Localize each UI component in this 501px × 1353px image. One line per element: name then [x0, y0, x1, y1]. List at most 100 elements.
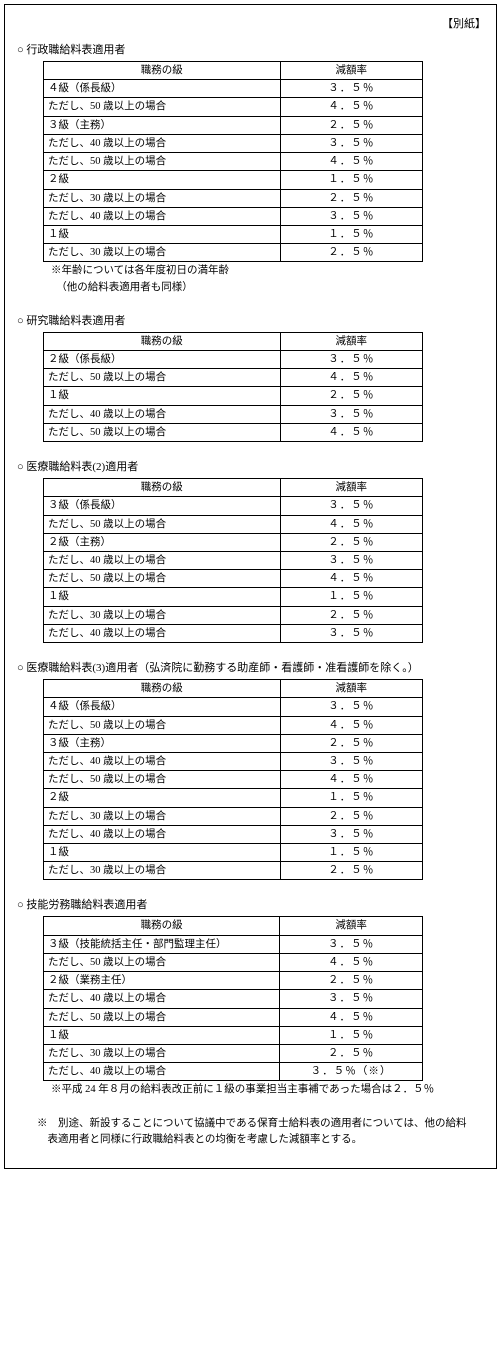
- rate-cell: ２．５％: [280, 862, 422, 880]
- table-row: ただし、30 歳以上の場合２．５％: [44, 606, 423, 624]
- header-rate: 減額率: [280, 479, 422, 497]
- footnote: ※ 別途、新設することについて協議中である保育士給料表の適用者については、他の給…: [37, 1116, 472, 1148]
- table-row: ただし、40 歳以上の場合３．５％: [44, 624, 423, 642]
- table-row: ただし、40 歳以上の場合３．５％: [44, 752, 423, 770]
- rate-cell: ２．５％: [280, 1045, 423, 1063]
- rate-cell: ２．５％: [280, 972, 423, 990]
- grade-label: ２級: [44, 789, 281, 807]
- grade-condition: ただし、40 歳以上の場合: [44, 551, 281, 569]
- salary-table: 職務の級減額率２級（係長級）３．５％ただし、50 歳以上の場合４．５％１級２．５…: [43, 332, 423, 442]
- grade-label: １級: [44, 844, 281, 862]
- grade-condition: ただし、30 歳以上の場合: [44, 862, 281, 880]
- table-row: ４級（係長級）３．５％: [44, 80, 423, 98]
- grade-condition: ただし、40 歳以上の場合: [44, 752, 281, 770]
- grade-label: １級: [44, 1026, 280, 1044]
- section-title: ○ 医療職給料表(2)適用者: [17, 458, 486, 474]
- rate-cell: ４．５％: [280, 515, 422, 533]
- rate-cell: ４．５％: [280, 771, 422, 789]
- grade-label: ３級（技能統括主任・部門監理主任）: [44, 935, 280, 953]
- grade-label: ３級（主務）: [44, 734, 281, 752]
- rate-cell: １．５％: [280, 588, 422, 606]
- rate-cell: ３．５％: [280, 698, 422, 716]
- header-grade: 職務の級: [44, 62, 281, 80]
- grade-label: １級: [44, 387, 281, 405]
- grade-label: ３級（主務）: [44, 116, 281, 134]
- table-row: ただし、50 歳以上の場合４．５％: [44, 716, 423, 734]
- table-row: ただし、40 歳以上の場合３．５％: [44, 990, 423, 1008]
- rate-cell: ２．５％: [280, 387, 422, 405]
- table-row: ただし、50 歳以上の場合４．５％: [44, 953, 423, 971]
- table-row: ただし、40 歳以上の場合３．５％: [44, 551, 423, 569]
- salary-table: 職務の級減額率３級（技能統括主任・部門監理主任）３．５％ただし、50 歳以上の場…: [43, 916, 423, 1081]
- grade-condition: ただし、30 歳以上の場合: [44, 189, 281, 207]
- rate-cell: ４．５％: [280, 153, 422, 171]
- table-row: ただし、40 歳以上の場合３．５％: [44, 134, 423, 152]
- grade-condition: ただし、50 歳以上の場合: [44, 570, 281, 588]
- salary-table: 職務の級減額率４級（係長級）３．５％ただし、50 歳以上の場合４．５％３級（主務…: [43, 61, 423, 262]
- rate-cell: １．５％: [280, 225, 422, 243]
- grade-condition: ただし、50 歳以上の場合: [44, 98, 281, 116]
- grade-condition: ただし、50 歳以上の場合: [44, 369, 281, 387]
- grade-condition: ただし、40 歳以上の場合: [44, 405, 281, 423]
- header-rate: 減額率: [280, 680, 422, 698]
- grade-label: ４級（係長級）: [44, 80, 281, 98]
- rate-cell: ３．５％: [280, 207, 422, 225]
- rate-cell: ２．５％: [280, 116, 422, 134]
- grade-condition: ただし、30 歳以上の場合: [44, 807, 281, 825]
- table-row: ２級（係長級）３．５％: [44, 351, 423, 369]
- header-rate: 減額率: [280, 332, 422, 350]
- table-row: １級１．５％: [44, 1026, 423, 1044]
- table-row: ただし、50 歳以上の場合４．５％: [44, 98, 423, 116]
- rate-cell: ３．５％: [280, 551, 422, 569]
- table-row: ただし、30 歳以上の場合２．５％: [44, 807, 423, 825]
- section-note: ※平成 24 年８月の給料表改正前に１級の事業担当主事補であった場合は２．５％: [51, 1083, 486, 1098]
- rate-cell: ３．５％: [280, 935, 423, 953]
- grade-condition: ただし、40 歳以上の場合: [44, 825, 281, 843]
- rate-cell: ２．５％: [280, 807, 422, 825]
- rate-cell: ３．５％: [280, 497, 422, 515]
- rate-cell: ２．５％: [280, 734, 422, 752]
- table-row: ４級（係長級）３．５％: [44, 698, 423, 716]
- table-row: ただし、50 歳以上の場合４．５％: [44, 1008, 423, 1026]
- rate-cell: ３．５％: [280, 351, 422, 369]
- grade-label: ３級（係長級）: [44, 497, 281, 515]
- section-note: ※年齢については各年度初日の満年齢: [51, 264, 486, 279]
- table-row: ただし、40 歳以上の場合３．５％: [44, 207, 423, 225]
- table-row: ただし、40 歳以上の場合３．５％: [44, 825, 423, 843]
- grade-label: １級: [44, 588, 281, 606]
- rate-cell: ２．５％: [280, 533, 422, 551]
- section-title: ○ 研究職給料表適用者: [17, 312, 486, 328]
- table-row: ただし、40 歳以上の場合３．５％: [44, 405, 423, 423]
- rate-cell: ２．５％: [280, 189, 422, 207]
- grade-condition: ただし、40 歳以上の場合: [44, 624, 281, 642]
- grade-label: ２級（主務）: [44, 533, 281, 551]
- table-row: ただし、50 歳以上の場合４．５％: [44, 771, 423, 789]
- grade-condition: ただし、30 歳以上の場合: [44, 1045, 280, 1063]
- grade-condition: ただし、40 歳以上の場合: [44, 990, 280, 1008]
- rate-cell: ３．５％: [280, 80, 422, 98]
- grade-label: ２級（係長級）: [44, 351, 281, 369]
- table-row: ２級（業務主任）２．５％: [44, 972, 423, 990]
- section-title: ○ 技能労務職給料表適用者: [17, 896, 486, 912]
- rate-cell: ２．５％: [280, 606, 422, 624]
- table-row: ３級（係長級）３．５％: [44, 497, 423, 515]
- rate-cell: ４．５％: [280, 570, 422, 588]
- section-note: （他の給料表適用者も同様）: [51, 281, 486, 296]
- page-frame: 【別紙】 ○ 行政職給料表適用者職務の級減額率４級（係長級）３．５％ただし、50…: [4, 4, 497, 1169]
- rate-cell: １．５％: [280, 1026, 423, 1044]
- rate-cell: ４．５％: [280, 98, 422, 116]
- grade-condition: ただし、40 歳以上の場合: [44, 207, 281, 225]
- section-title: ○ 行政職給料表適用者: [17, 41, 486, 57]
- rate-cell: ３．５％: [280, 825, 422, 843]
- table-row: ただし、30 歳以上の場合２．５％: [44, 244, 423, 262]
- table-row: ２級１．５％: [44, 789, 423, 807]
- rate-cell: １．５％: [280, 844, 422, 862]
- table-row: ただし、50 歳以上の場合４．５％: [44, 153, 423, 171]
- header-grade: 職務の級: [44, 917, 280, 935]
- table-row: １級２．５％: [44, 387, 423, 405]
- rate-cell: １．５％: [280, 171, 422, 189]
- rate-cell: ３．５％（※）: [280, 1063, 423, 1081]
- grade-condition: ただし、50 歳以上の場合: [44, 515, 281, 533]
- grade-label: ４級（係長級）: [44, 698, 281, 716]
- rate-cell: １．５％: [280, 789, 422, 807]
